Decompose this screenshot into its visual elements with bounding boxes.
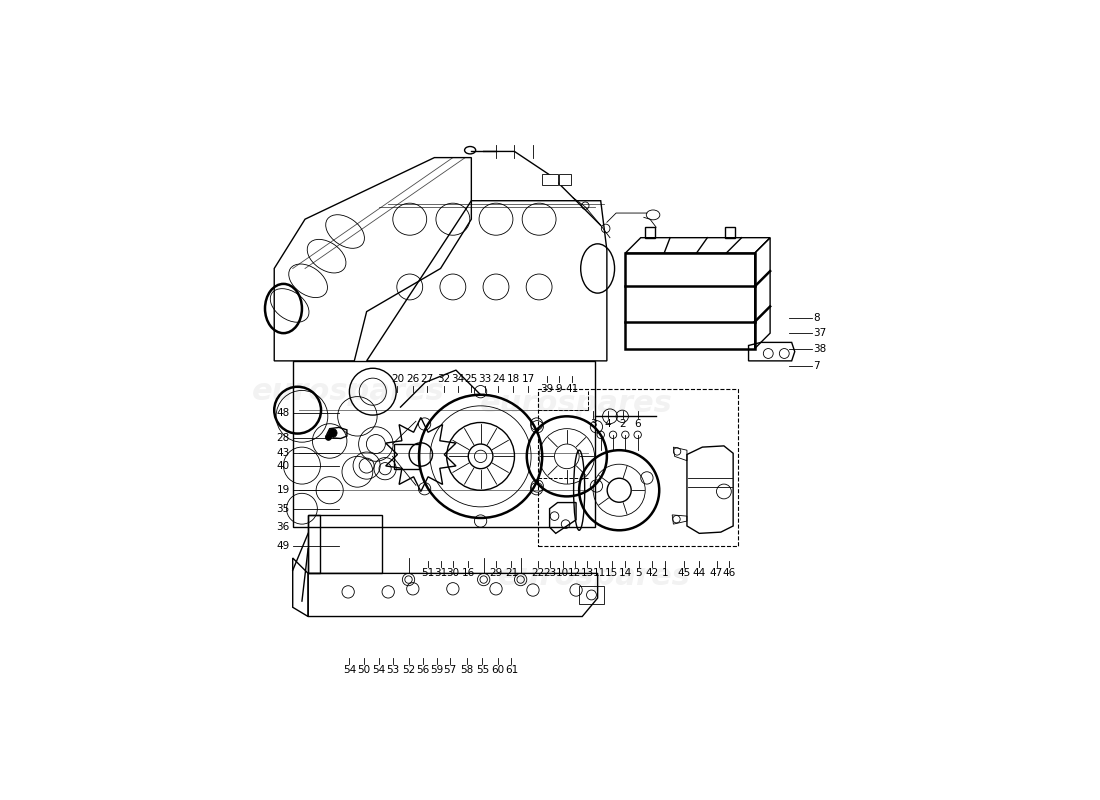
Text: 54: 54 [343, 665, 356, 675]
Text: 27: 27 [420, 374, 433, 384]
Text: 19: 19 [276, 486, 289, 495]
Text: 11: 11 [593, 569, 606, 578]
Circle shape [329, 429, 337, 438]
Text: 21: 21 [505, 569, 518, 578]
Text: 39: 39 [540, 384, 553, 394]
Text: 61: 61 [505, 665, 518, 675]
Text: 59: 59 [430, 665, 443, 675]
Text: 16: 16 [462, 569, 475, 578]
Text: 56: 56 [417, 665, 430, 675]
Text: 15: 15 [605, 569, 618, 578]
Text: 30: 30 [447, 569, 460, 578]
Text: 28: 28 [276, 433, 289, 443]
Text: 29: 29 [490, 569, 503, 578]
Text: 32: 32 [437, 374, 450, 384]
Text: 53: 53 [386, 665, 399, 675]
Text: 54: 54 [372, 665, 386, 675]
Bar [645, 227, 654, 238]
Text: 22: 22 [531, 569, 544, 578]
Text: 57: 57 [443, 665, 456, 675]
Text: 47: 47 [710, 569, 723, 578]
Text: 42: 42 [646, 569, 659, 578]
Bar [538, 389, 738, 546]
Text: 41: 41 [565, 384, 579, 394]
Circle shape [326, 434, 331, 440]
Text: 36: 36 [276, 522, 289, 532]
Text: 58: 58 [461, 665, 474, 675]
Text: 50: 50 [358, 665, 370, 675]
Text: eurospares: eurospares [252, 377, 444, 406]
Text: 52: 52 [402, 665, 415, 675]
Text: 12: 12 [569, 569, 582, 578]
Text: 60: 60 [492, 665, 505, 675]
Text: 14: 14 [618, 569, 632, 578]
Text: 26: 26 [406, 374, 419, 384]
Text: 49: 49 [276, 541, 289, 550]
Text: 4: 4 [605, 418, 612, 429]
Text: 34: 34 [451, 374, 464, 384]
Text: 33: 33 [478, 374, 492, 384]
Text: 7: 7 [813, 361, 820, 371]
Text: 3: 3 [590, 418, 596, 429]
Text: 10: 10 [556, 569, 569, 578]
Bar [542, 174, 558, 186]
Text: 8: 8 [813, 313, 820, 322]
Text: 23: 23 [543, 569, 557, 578]
Text: 44: 44 [693, 569, 706, 578]
Text: 24: 24 [492, 374, 505, 384]
Text: 46: 46 [723, 569, 736, 578]
Text: eurospares: eurospares [498, 562, 691, 591]
Text: 6: 6 [635, 418, 641, 429]
Text: 45: 45 [678, 569, 691, 578]
Text: 13: 13 [581, 569, 594, 578]
Text: 55: 55 [476, 665, 490, 675]
Text: 51: 51 [421, 569, 434, 578]
Text: 37: 37 [813, 328, 826, 338]
Text: 1: 1 [662, 569, 669, 578]
Bar [625, 253, 755, 349]
Text: 20: 20 [390, 374, 404, 384]
Text: 17: 17 [521, 374, 535, 384]
Bar [559, 174, 571, 186]
Text: 43: 43 [276, 448, 289, 458]
Text: eurospares: eurospares [480, 390, 672, 418]
Text: 48: 48 [276, 408, 289, 418]
Text: 40: 40 [276, 461, 289, 470]
Text: 2: 2 [619, 418, 626, 429]
Text: 38: 38 [813, 343, 826, 354]
Text: 35: 35 [276, 504, 289, 514]
Text: 25: 25 [464, 374, 478, 384]
Text: 5: 5 [636, 569, 642, 578]
Text: 18: 18 [507, 374, 520, 384]
Bar [579, 586, 604, 604]
Bar [725, 227, 735, 238]
Text: 31: 31 [433, 569, 448, 578]
Text: 9: 9 [556, 384, 562, 394]
